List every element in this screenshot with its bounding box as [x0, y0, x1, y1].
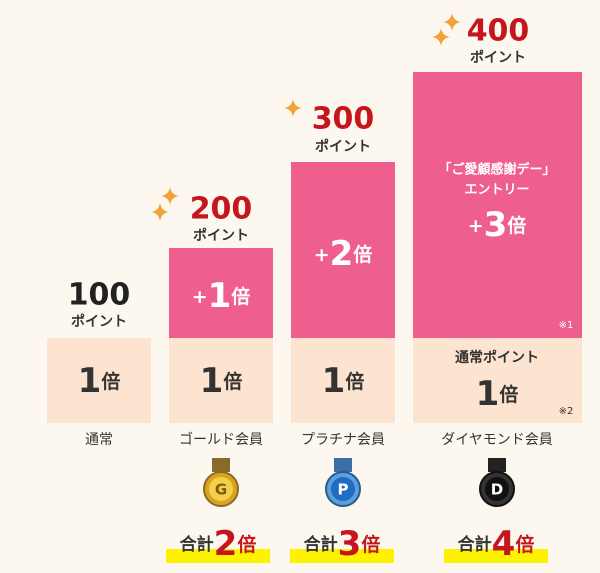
total: 合計4倍 [458, 524, 535, 564]
note: ※2 [559, 406, 574, 417]
bonus-multiplier: +3倍 [468, 205, 527, 245]
points-unit: ポイント [71, 313, 127, 330]
points: 400 [467, 14, 530, 49]
bonus-box [291, 162, 395, 338]
points: 200 [190, 192, 253, 227]
column-regular: 100 ポイント 1倍 通常 [47, 278, 151, 448]
base-box [291, 338, 395, 423]
column-label: プラチナ会員 [301, 432, 385, 448]
total: 合計3倍 [304, 524, 381, 564]
bonus-box [169, 248, 273, 338]
points-unit: ポイント [193, 227, 249, 244]
bonus-multiplier: +2倍 [314, 234, 373, 274]
base-multiplier: 1倍 [200, 361, 243, 401]
bonus-title: 「ご愛顧感謝デー」 [438, 162, 555, 178]
base-box [47, 338, 151, 423]
base-box [169, 338, 273, 423]
medal-letter: P [338, 481, 349, 499]
base-title: 通常ポイント [455, 349, 539, 366]
note: ※1 [559, 320, 574, 331]
bonus-subtitle: エントリー [464, 183, 529, 198]
base-multiplier: 1倍 [78, 361, 121, 401]
base-multiplier: 1倍 [476, 374, 519, 414]
points-unit: ポイント [315, 138, 371, 155]
medal-letter: G [215, 481, 227, 499]
points: 300 [312, 102, 375, 137]
column-label: ゴールド会員 [179, 431, 263, 448]
bonus-box [413, 72, 582, 338]
column-diamond: 400 ポイント 「ご愛顧感謝デー」 エントリー +3倍 ※1 通常ポイント 1… [413, 13, 582, 564]
total: 合計2倍 [180, 524, 257, 564]
base-box [413, 338, 582, 423]
base-multiplier: 1倍 [322, 361, 365, 401]
medal-letter: D [491, 481, 503, 499]
points-unit: ポイント [470, 49, 526, 66]
column-platinum: 300 ポイント +2倍 1倍 プラチナ会員 P 合計3倍 [284, 99, 395, 564]
bonus-multiplier: +1倍 [192, 276, 251, 316]
points: 100 [68, 278, 131, 313]
column-label: 通常 [85, 432, 113, 448]
column-label: ダイヤモンド会員 [441, 432, 553, 448]
column-gold: 200 ポイント +1倍 1倍 ゴールド会員 G 合計2倍 [151, 187, 273, 564]
